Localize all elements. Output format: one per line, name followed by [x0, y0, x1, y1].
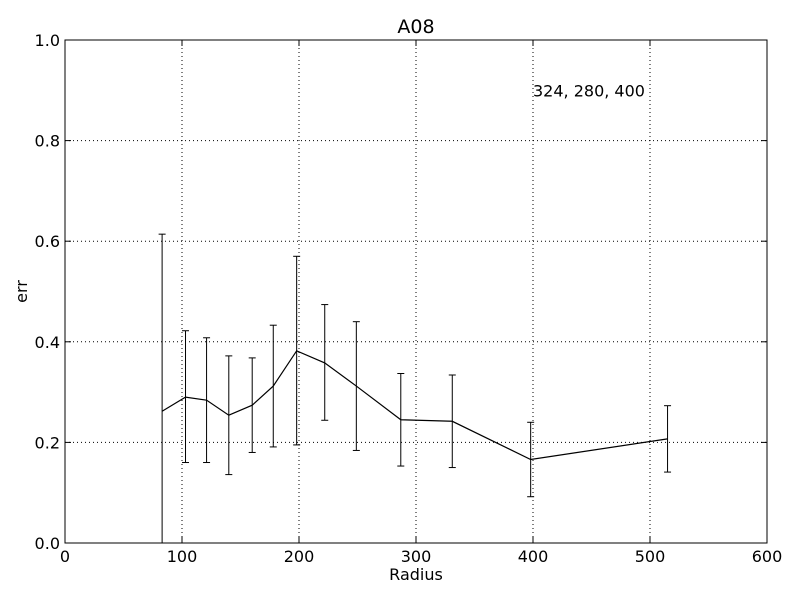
grid-lines — [65, 40, 767, 543]
error-bar — [397, 372, 405, 467]
x-tick-label: 500 — [635, 547, 666, 566]
y-tick-label: 0.0 — [35, 534, 60, 553]
error-bar — [269, 324, 277, 448]
error-bar — [664, 405, 672, 473]
error-bar — [448, 374, 456, 469]
x-tick-label: 100 — [167, 547, 198, 566]
y-tick-label: 0.4 — [35, 333, 60, 352]
x-tick-label: 200 — [284, 547, 315, 566]
tick-labels: 0 100 200 300 400 500 600 0.0 0.2 0.4 0.6 0.8 1.0 — [35, 31, 783, 566]
tick-marks — [64, 39, 768, 544]
y-tick-label: 0.8 — [35, 132, 60, 151]
x-tick-label: 300 — [401, 547, 432, 566]
x-tick-label: 0 — [60, 547, 70, 566]
y-tick-label: 1.0 — [35, 31, 60, 50]
error-bar — [248, 357, 256, 453]
x-axis-label: Radius — [389, 565, 443, 584]
error-bar — [293, 255, 301, 446]
error-bar — [182, 330, 190, 464]
x-tick-label: 400 — [518, 547, 549, 566]
series-layer — [158, 233, 672, 544]
annotation-text: 324, 280, 400 — [533, 81, 645, 100]
x-tick-label: 600 — [752, 547, 783, 566]
error-bar — [203, 337, 211, 464]
error-bar — [352, 321, 360, 451]
chart-title: A08 — [397, 16, 434, 38]
error-bar — [321, 304, 329, 421]
y-tick-label: 0.6 — [35, 232, 60, 251]
error-bar — [527, 421, 535, 498]
y-axis-label: err — [12, 280, 31, 303]
error-bar — [225, 355, 233, 476]
y-tick-label: 0.2 — [35, 433, 60, 452]
